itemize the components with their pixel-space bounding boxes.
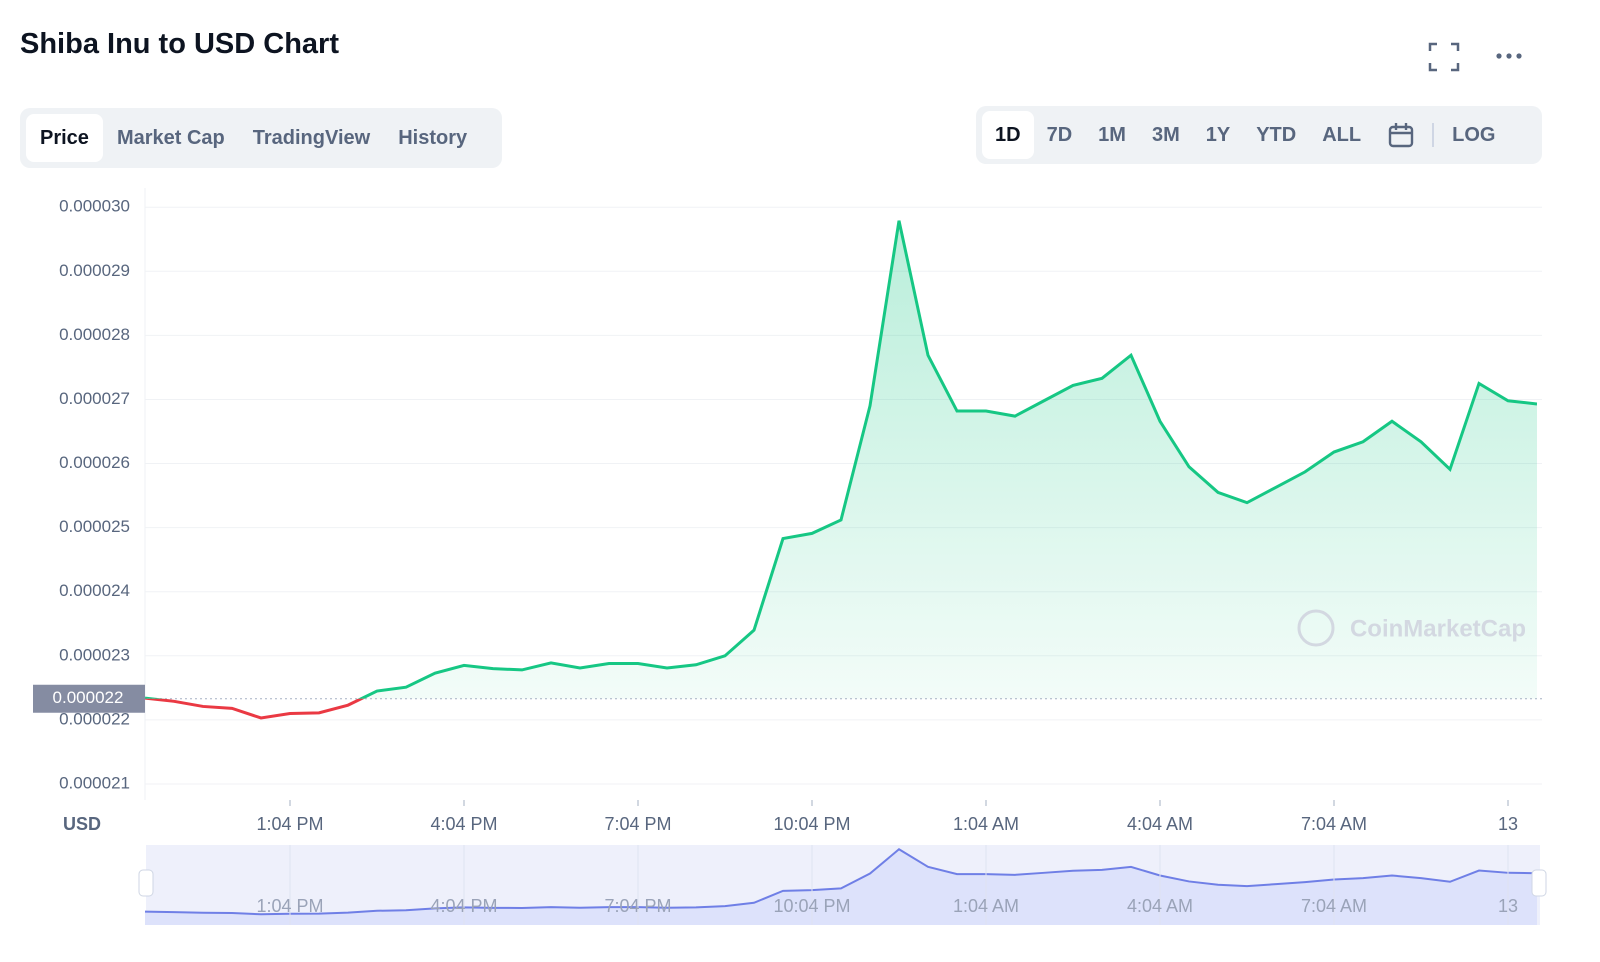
range-button[interactable]: 3M xyxy=(1151,123,1180,146)
tab-group: Price Market Cap TradingView History xyxy=(20,108,502,168)
y-tick-label: 0.000022 xyxy=(59,709,130,728)
reference-label: 0.000022 xyxy=(53,688,124,707)
navigator-handle xyxy=(1531,869,1547,897)
x-tick-label: 10:04 PM xyxy=(773,814,850,834)
range-button[interactable]: 7D xyxy=(1046,123,1073,146)
fullscreen-icon[interactable] xyxy=(1428,42,1460,72)
range-button[interactable]: 1Y xyxy=(1205,123,1231,146)
range-button[interactable]: YTD xyxy=(1256,123,1297,146)
y-tick-label: 0.000028 xyxy=(59,325,130,344)
x-tick-label: 7:04 AM xyxy=(1301,814,1367,834)
x-tick-label: 1:04 AM xyxy=(953,814,1019,834)
navigator-area xyxy=(145,849,1537,925)
navigator-handle xyxy=(138,869,154,897)
y-tick-label: 0.000029 xyxy=(59,261,130,280)
scale-button[interactable]: LOG xyxy=(1452,123,1496,146)
navigator-tick-label: 7:04 PM xyxy=(604,896,671,916)
y-tick-label: 0.000026 xyxy=(59,453,130,472)
navigator-tick-label: 10:04 PM xyxy=(773,896,850,916)
watermark: CoinMarketCap xyxy=(1350,615,1526,642)
price-area xyxy=(145,220,1537,699)
range-button[interactable]: 1M xyxy=(1098,123,1126,146)
x-tick-label: 7:04 PM xyxy=(604,814,671,834)
y-tick-label: 0.000021 xyxy=(59,773,130,792)
y-tick-label: 0.000023 xyxy=(59,645,130,664)
navigator-tick-label: 4:04 AM xyxy=(1127,896,1193,916)
chart-title: Shiba Inu to USD Chart xyxy=(20,28,339,60)
navigator-tick-label: 1:04 PM xyxy=(256,896,323,916)
range-button[interactable]: ALL xyxy=(1322,123,1362,146)
y-tick-label: 0.000024 xyxy=(59,581,130,600)
range-group: 1D 7D 1M 3M 1Y YTD ALL LOG xyxy=(976,106,1542,164)
navigator-tick-label: 4:04 PM xyxy=(430,896,497,916)
tab[interactable]: Price xyxy=(26,114,103,162)
navigator-tick-label: 1:04 AM xyxy=(953,896,1019,916)
calendar-button[interactable] xyxy=(1374,111,1428,159)
reference-label-bg xyxy=(33,684,145,713)
navigator-line xyxy=(144,848,1538,916)
y-axis-label: USD xyxy=(63,814,101,834)
tab[interactable]: History xyxy=(398,126,468,149)
separator xyxy=(1432,123,1435,147)
x-tick-label: 13 xyxy=(1498,814,1518,834)
x-tick-label: 4:04 AM xyxy=(1127,814,1193,834)
tab[interactable]: TradingView xyxy=(252,126,371,149)
navigator-tick-label: 13 xyxy=(1498,896,1518,916)
navigator-tick-label: 7:04 AM xyxy=(1301,896,1367,916)
price-line xyxy=(145,220,1537,699)
x-tick-label: 1:04 PM xyxy=(256,814,323,834)
more-icon[interactable] xyxy=(1494,50,1526,62)
range-button[interactable]: 1D xyxy=(982,111,1034,159)
y-tick-label: 0.000027 xyxy=(59,389,130,408)
calendar-icon xyxy=(1388,123,1414,148)
watermark-logo xyxy=(1297,609,1335,647)
y-tick-label: 0.000030 xyxy=(59,197,130,216)
tab[interactable]: Market Cap xyxy=(116,126,225,149)
y-tick-label: 0.000025 xyxy=(59,517,130,536)
x-tick-label: 4:04 PM xyxy=(430,814,497,834)
